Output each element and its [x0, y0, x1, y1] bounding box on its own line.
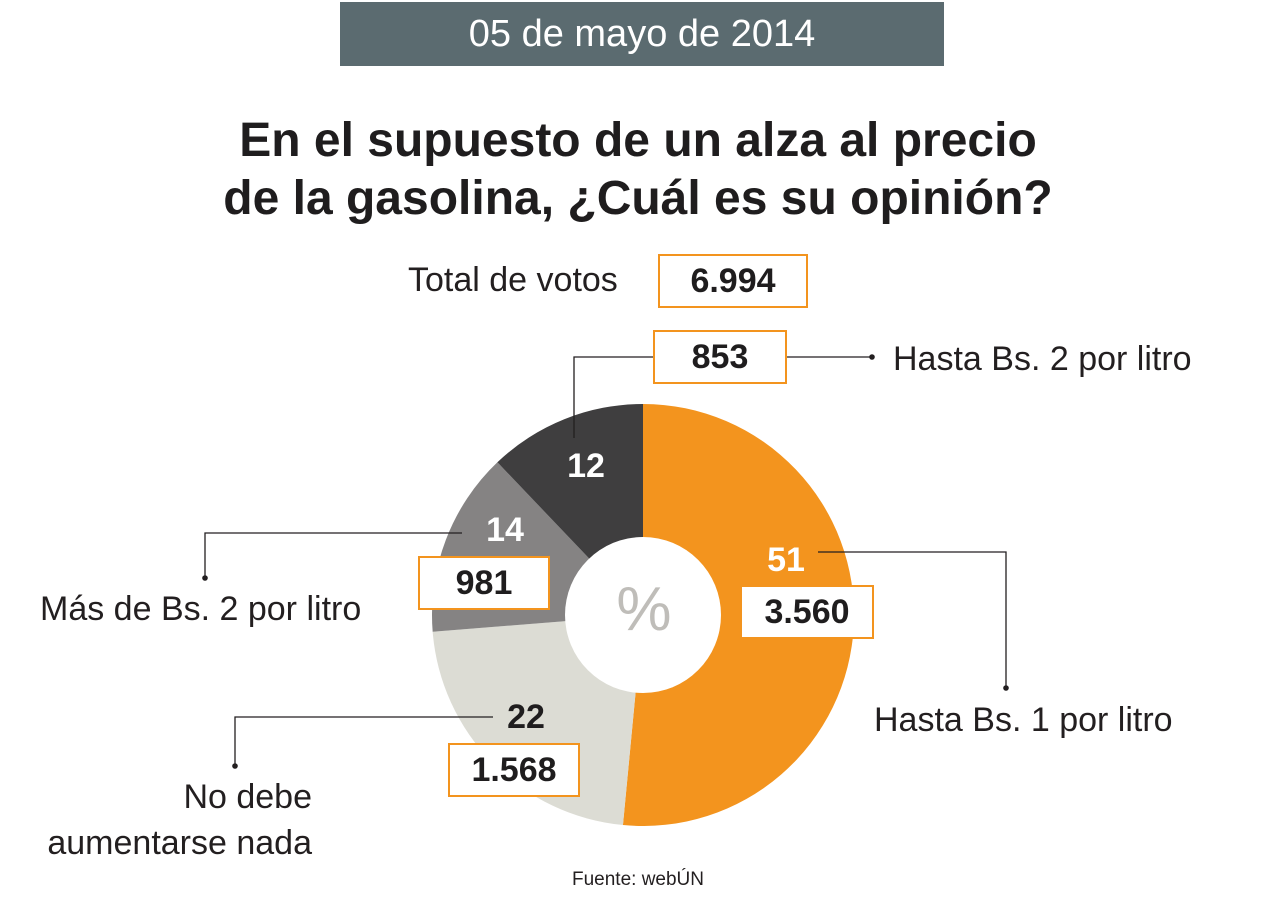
slice-label-no-debe-line-1: No debe: [183, 778, 312, 816]
slice-percent-label: 14: [486, 511, 524, 549]
slice-label-mas-bs-2: Más de Bs. 2 por litro: [40, 590, 362, 628]
slice-label-no-debe-line-2: aumentarse nada: [47, 824, 312, 862]
leader-dot-mas-bs-2: [202, 575, 208, 581]
donut-hole: [565, 537, 721, 693]
leader-line-mas-bs-2: [204, 532, 462, 576]
slice-votes-box: 3.560: [740, 585, 874, 639]
leader-dot-hasta-bs-1: [1003, 685, 1009, 691]
slice-votes-box: 853: [653, 330, 787, 384]
leader-dot-hasta-bs-2: [869, 354, 875, 360]
total-votes-box: 6.994: [658, 254, 808, 308]
slice-votes-box: 981: [418, 556, 550, 610]
total-votes-label: Total de votos: [408, 261, 618, 299]
source-note: Fuente: webÚN: [571, 869, 704, 890]
slice-percent-label: 12: [567, 447, 605, 485]
leader-dot-no-debe: [232, 763, 238, 769]
pie-slice: [622, 403, 855, 826]
leader-line-no-debe: [234, 716, 493, 764]
slice-label-no-debe: No debe aumentarse nada: [0, 774, 312, 866]
slice-label-hasta-bs-2: Hasta Bs. 2 por litro: [893, 340, 1192, 378]
slice-percent-label: 51: [767, 541, 805, 579]
leader-line-hasta-bs-1: [818, 551, 1007, 686]
slice-votes-box: 1.568: [448, 743, 580, 797]
center-percent-label: %: [616, 575, 672, 644]
chart-title: En el supuesto de un alza al precio de l…: [0, 112, 1276, 228]
chart-title-line-2: de la gasolina, ¿Cuál es su opinión?: [223, 172, 1053, 225]
slice-label-hasta-bs-1: Hasta Bs. 1 por litro: [874, 701, 1173, 739]
date-banner: 05 de mayo de 2014: [340, 2, 944, 66]
chart-title-line-1: En el supuesto de un alza al precio: [239, 114, 1037, 167]
leader-line-hasta-bs-2: [573, 356, 653, 438]
slice-percent-label: 22: [507, 698, 545, 736]
